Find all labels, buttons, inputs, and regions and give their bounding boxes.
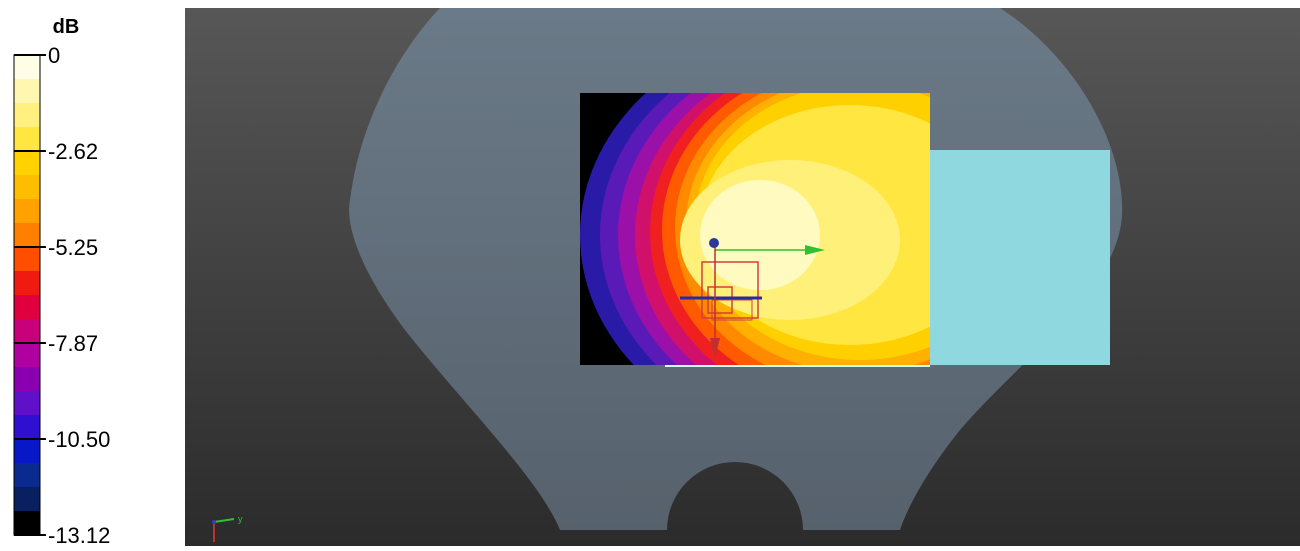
colorbar-band bbox=[14, 223, 40, 248]
colorbar-band bbox=[14, 103, 40, 128]
colorbar-unit: dB bbox=[53, 16, 80, 38]
axis-label: y bbox=[238, 514, 243, 524]
colorbar-band bbox=[14, 439, 40, 464]
colorbar-band bbox=[14, 199, 40, 224]
colorbar-tick-label: -2.62 bbox=[48, 139, 98, 164]
colorbar-tick-label: -7.87 bbox=[48, 331, 98, 356]
colorbar-band bbox=[14, 79, 40, 104]
colorbar-band bbox=[14, 319, 40, 344]
colorbar-band bbox=[14, 415, 40, 440]
gizmo bbox=[680, 238, 825, 358]
colorbar-band bbox=[14, 247, 40, 272]
cyan-block bbox=[930, 150, 1110, 365]
colorbar-band bbox=[14, 55, 40, 80]
colorbar-band bbox=[14, 487, 40, 512]
colorbar-tick-label: -5.25 bbox=[48, 235, 98, 260]
colorbar-band bbox=[14, 343, 40, 368]
colorbar-band bbox=[14, 151, 40, 176]
axes-indicator: y bbox=[212, 514, 243, 542]
colorbar-band bbox=[14, 463, 40, 488]
colorbar-band bbox=[14, 367, 40, 392]
colorbar-tick-label: 0 bbox=[48, 43, 60, 68]
colorbar-band bbox=[14, 391, 40, 416]
colorbar-band bbox=[14, 295, 40, 320]
colorbar-tick-label: -13.12 bbox=[48, 523, 110, 546]
colorbar-tick-label: -10.50 bbox=[48, 427, 110, 452]
colorbar-band bbox=[14, 271, 40, 296]
colorbar-band bbox=[14, 175, 40, 200]
colorbar: 0 -2.62 -5.25 -7.87 -10.50 -13.12 bbox=[13, 43, 110, 548]
colorbar-band bbox=[14, 511, 40, 536]
colorbar-band bbox=[14, 127, 40, 152]
